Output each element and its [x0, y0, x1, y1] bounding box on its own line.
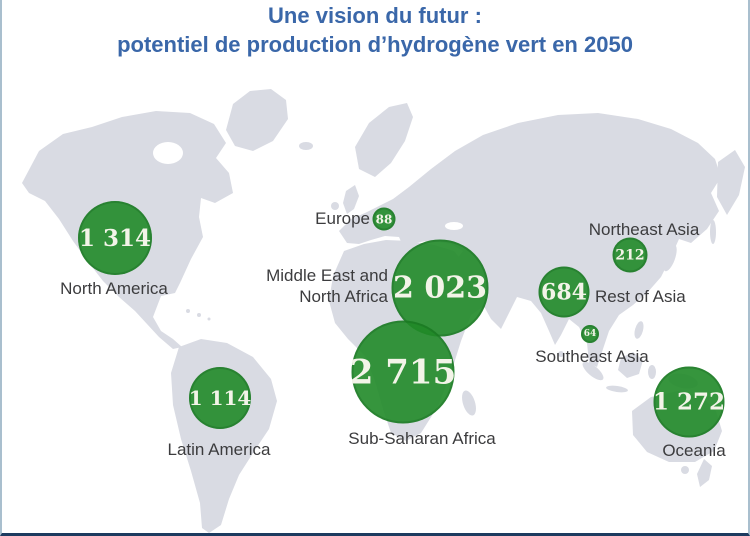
- label-oceania: Oceania: [662, 441, 726, 460]
- label-middle-east-north-africa: Middle East and North Africa: [266, 265, 388, 307]
- bubble-northeast-asia: 212: [612, 237, 648, 273]
- label-rest-of-asia: Rest of Asia: [595, 287, 686, 306]
- bubble-value-middle-east-north-africa: 2 023: [393, 270, 487, 306]
- landmass-kamchatka: [717, 150, 745, 215]
- bubble-value-europe: 88: [375, 212, 393, 226]
- label-latin-america: Latin America: [167, 440, 271, 459]
- page-title-line2: potentiel de production d’hydrogène vert…: [117, 32, 633, 57]
- bubble-middle-east-north-africa: 2 023: [391, 239, 489, 337]
- page-title-line1: Une vision du futur :: [268, 3, 482, 28]
- bubble-value-southeast-asia: 64: [583, 329, 597, 339]
- bubble-value-sub-saharan-africa: 2 715: [349, 352, 457, 392]
- bubble-southeast-asia: 64: [581, 325, 599, 343]
- label-north-america: North America: [60, 279, 168, 298]
- inland-seas: [153, 142, 463, 230]
- bubble-north-america: 1 314: [78, 201, 152, 275]
- bubble-value-oceania: 1 272: [652, 388, 726, 416]
- label-mena-line2: North Africa: [299, 287, 388, 306]
- label-mena-line1: Middle East and: [266, 266, 388, 285]
- bubble-oceania: 1 272: [652, 366, 726, 438]
- bubble-value-latin-america: 1 114: [188, 386, 252, 410]
- landmass-eurasia: [339, 113, 721, 367]
- page-title: Une vision du futur : potentiel de produ…: [2, 1, 748, 59]
- bubble-europe: 88: [372, 207, 396, 231]
- bubble-value-north-america: 1 314: [78, 224, 152, 252]
- label-northeast-asia: Northeast Asia: [588, 220, 700, 239]
- label-europe: Europe: [315, 209, 370, 228]
- label-southeast-asia: Southeast Asia: [535, 347, 649, 366]
- label-sub-saharan-africa: Sub-Saharan Africa: [348, 429, 496, 448]
- landmass-scandinavia: [355, 103, 413, 177]
- landmass-greenland: [226, 89, 288, 151]
- bubble-value-rest-of-asia: 684: [541, 279, 587, 305]
- bubble-latin-america: 1 114: [189, 367, 251, 429]
- bubble-value-northeast-asia: 212: [615, 247, 645, 263]
- bubble-sub-saharan-africa: 2 715: [349, 320, 457, 424]
- islands: [186, 142, 716, 487]
- bubble-rest-of-asia: 684: [538, 266, 590, 318]
